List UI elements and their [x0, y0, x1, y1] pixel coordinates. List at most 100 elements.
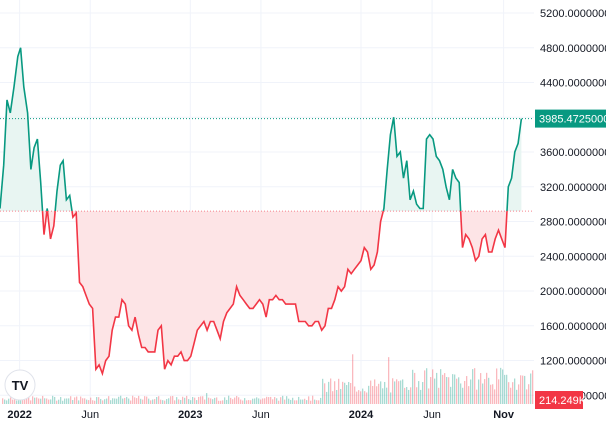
volume-bar — [486, 372, 488, 404]
volume-bar — [396, 379, 398, 404]
volume-bar — [92, 400, 94, 404]
volume-bar — [240, 399, 242, 404]
y-axis: 5200.000000004800.000000004400.000000004… — [540, 8, 606, 402]
volume-bar — [320, 397, 322, 404]
volume-bar — [224, 397, 226, 404]
volume-bar — [390, 392, 392, 404]
price-badges: 3985.47250000 214.249K — [535, 109, 606, 409]
volume-bar — [482, 383, 484, 404]
tradingview-logo[interactable]: TV — [4, 369, 36, 401]
volume-bar — [528, 384, 530, 404]
volume-bar — [244, 398, 246, 404]
y-tick-label: 2400.00000000 — [540, 251, 606, 263]
volume-bar — [420, 389, 422, 404]
volume-bar — [310, 400, 312, 404]
volume-bar — [202, 396, 204, 404]
volume-bar — [44, 398, 46, 404]
volume-bar — [112, 398, 114, 404]
volume-bar — [90, 397, 92, 404]
volume-bar — [228, 395, 230, 404]
volume-bar — [342, 381, 344, 404]
x-tick-label: 2024 — [349, 409, 374, 421]
volume-bar — [500, 367, 502, 404]
volume-bar — [18, 400, 20, 404]
volume-bar — [270, 396, 272, 404]
volume-bar — [232, 399, 234, 404]
volume-bar — [272, 399, 274, 404]
volume-bar — [66, 398, 68, 404]
volume-bar — [360, 391, 362, 404]
volume-bar — [98, 397, 100, 404]
volume-bar — [96, 397, 98, 404]
volume-bar — [336, 390, 338, 404]
volume-bar — [178, 399, 180, 404]
volume-bar — [524, 375, 526, 404]
volume-bar — [520, 375, 522, 404]
volume-bar — [102, 400, 104, 404]
volume-bar — [414, 372, 416, 404]
volume-bar — [222, 400, 224, 404]
volume-bar — [164, 400, 166, 404]
last-price-label: 3985.47250000 — [539, 114, 606, 126]
volume-bar — [88, 400, 90, 404]
volume-bar — [326, 391, 328, 404]
volume-bar — [296, 400, 298, 404]
area-fill-below — [42, 211, 507, 374]
volume-bar — [156, 397, 158, 404]
volume-bar — [370, 380, 372, 404]
volume-bar — [490, 384, 492, 404]
volume-bar — [532, 370, 534, 404]
volume-bar — [246, 400, 248, 404]
volume-bar — [332, 391, 334, 404]
volume-bar — [100, 398, 102, 404]
volume-bar — [512, 382, 514, 404]
volume-bar — [312, 395, 314, 404]
volume-bar — [394, 381, 396, 404]
volume-bar — [20, 399, 22, 404]
volume-bar — [198, 396, 200, 404]
volume-bar — [142, 399, 144, 404]
volume-bar — [194, 397, 196, 404]
y-tick-label: 1200.00000000 — [540, 356, 606, 368]
x-axis: 2022 Jun 2023 Jun 2024 Jun Nov — [7, 409, 514, 421]
price-line-above — [0, 47, 523, 212]
volume-bar — [282, 395, 284, 404]
volume-bar — [330, 378, 332, 404]
volume-bar — [318, 400, 320, 404]
volume-bar — [64, 398, 66, 404]
volume-bar — [200, 396, 202, 404]
volume-bar — [14, 397, 16, 404]
y-tick-label: 4400.00000000 — [540, 78, 606, 90]
volume-bar — [502, 369, 504, 404]
volume-bar — [286, 396, 288, 404]
volume-bar — [410, 387, 412, 404]
volume-bar — [290, 399, 292, 404]
volume-bar — [62, 400, 64, 404]
tradingview-logo-icon: TV — [12, 378, 29, 393]
x-tick-label: 2023 — [178, 409, 202, 421]
volume-bar — [146, 396, 148, 404]
volume-bar — [518, 384, 520, 404]
volume-bar — [56, 400, 58, 404]
volume-bar — [252, 398, 254, 404]
volume-bar — [116, 398, 118, 404]
volume-bar — [372, 385, 374, 404]
volume-bar — [6, 400, 8, 404]
volume-bar — [440, 369, 442, 404]
volume-bar — [2, 398, 4, 404]
volume-bar — [190, 400, 192, 404]
volume-bar — [40, 398, 42, 404]
volume-bar — [42, 395, 44, 404]
volume-bar — [162, 400, 164, 404]
volume-bar — [516, 389, 518, 404]
volume-bar — [22, 397, 24, 404]
volume-bar — [84, 398, 86, 404]
volume-bars — [2, 354, 534, 404]
volume-bar — [448, 377, 450, 404]
volume-bar — [492, 384, 494, 404]
volume-bar — [268, 397, 270, 404]
volume-bar — [72, 400, 74, 404]
volume-bar — [204, 399, 206, 404]
